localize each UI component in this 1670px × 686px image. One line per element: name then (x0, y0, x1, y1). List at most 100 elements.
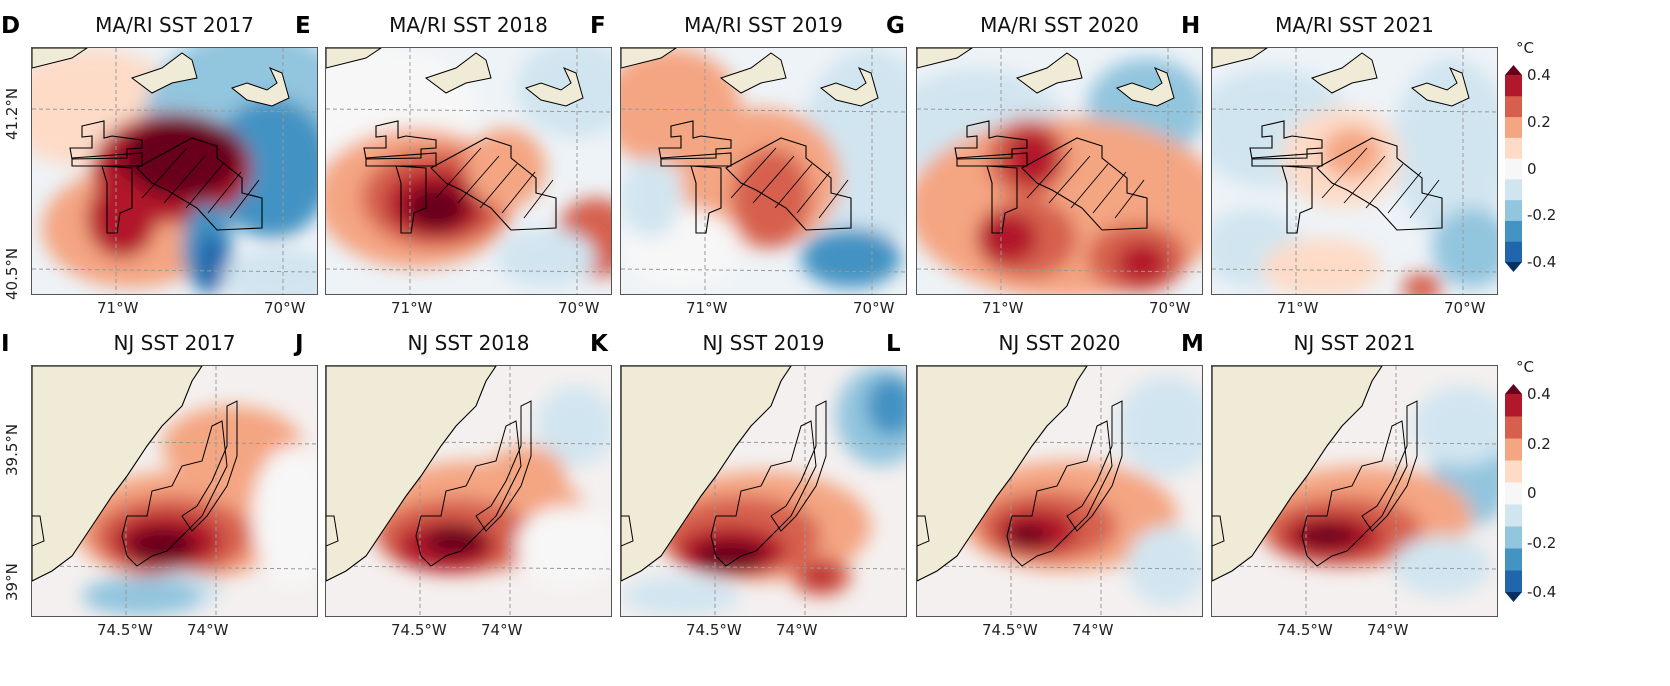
colorbar-segment (1505, 394, 1522, 417)
coastline-land (1310, 52, 1378, 94)
anomaly-contour (1005, 524, 1049, 548)
anomaly-contour (1432, 208, 1497, 288)
sst-field (621, 48, 906, 294)
colorbar-tick-label: -0.4 (1527, 583, 1557, 601)
anomaly-contour (1117, 243, 1167, 283)
colorbar-segment (1505, 178, 1522, 201)
anomaly-contour (486, 446, 566, 506)
panel-title: NJ SST 2018 (407, 331, 530, 355)
anomaly-contour (536, 386, 611, 466)
coastline-land (326, 48, 382, 69)
colorbar-segment (1505, 504, 1522, 527)
sst-anomaly-map (325, 365, 612, 617)
x-tick-label: 74.5°W (1277, 621, 1333, 639)
wind-energy-area-outline (69, 120, 263, 234)
map-panel-i: I NJ SST 2017 74.5°W 74°W 39.5°N 39°N (1, 331, 318, 639)
colorbar-tick-label: 0 (1527, 484, 1537, 502)
coastline-land (130, 52, 198, 94)
x-tick-label: 74.5°W (982, 621, 1038, 639)
wind-energy-area-outline (1301, 400, 1418, 567)
wind-energy-area-outline (121, 400, 238, 567)
coastline-land (1410, 67, 1470, 107)
x-tick-label: 74.5°W (97, 621, 153, 639)
panel-title: NJ SST 2017 (113, 331, 236, 355)
panel-letter: G (886, 13, 905, 39)
panel-title: MA/RI SST 2019 (684, 13, 843, 37)
sst-field (32, 48, 317, 294)
coastline-land (1115, 67, 1175, 107)
map-panel-e: E MA/RI SST 2018 71°W 70°W (295, 13, 612, 317)
anomaly-contour (866, 376, 906, 436)
anomaly-contour (806, 566, 836, 586)
sst-anomaly-map (916, 47, 1203, 295)
coastline-land (819, 67, 879, 107)
panel-letter: H (1181, 13, 1201, 39)
x-tick-label: 71°W (391, 299, 433, 317)
anomaly-contour (222, 248, 317, 294)
coastline-land (1212, 48, 1268, 69)
anomaly-contour (621, 576, 741, 616)
colorbar-segment (1505, 570, 1522, 593)
panel-title: MA/RI SST 2021 (1275, 13, 1434, 37)
map-panel-m: M NJ SST 2021 74.5°W 74°W (1181, 331, 1498, 639)
anomaly-contour (406, 186, 466, 230)
colorbar-segment (1505, 460, 1522, 483)
x-tick-label: 74°W (187, 621, 229, 639)
colorbar-unit: °C (1516, 39, 1534, 57)
map-panel-j: J NJ SST 2018 74.5°W 74°W (295, 331, 612, 639)
panel-title: MA/RI SST 2017 (95, 13, 254, 37)
anomaly-contour (426, 526, 486, 556)
coastline-land (621, 366, 792, 582)
anomaly-contour (87, 178, 157, 258)
wind-energy-area-outline (710, 400, 827, 567)
colorbar-tick-label: 0.4 (1527, 66, 1551, 84)
wind-energy-area-outline (363, 120, 557, 234)
colorbar-unit: °C (1516, 358, 1534, 376)
colorbar-segment (1505, 158, 1522, 180)
anomaly-contour (197, 233, 227, 293)
anomaly-contour (621, 158, 681, 238)
map-panel-h: H MA/RI SST 2021 71°W 70°W (1181, 13, 1498, 317)
y-tick-label: 39.5°N (3, 423, 21, 476)
colorbar-tick-label: -0.2 (1527, 206, 1557, 225)
sst-field (326, 48, 611, 294)
wind-energy-area-outline (415, 400, 532, 567)
colorbar-tick-label: 0 (1527, 159, 1537, 178)
colorbar (1505, 65, 1522, 272)
sst-field (917, 48, 1202, 294)
x-tick-label: 70°W (1149, 299, 1191, 317)
panel-letter: E (295, 13, 311, 39)
x-tick-label: 71°W (97, 299, 139, 317)
map-panel-k: K NJ SST 2019 74.5°W 74°W (590, 331, 907, 639)
anomaly-contour (1262, 238, 1382, 294)
x-tick-label: 74.5°W (391, 621, 447, 639)
anomaly-contour (252, 446, 317, 586)
coastline-land (524, 67, 584, 107)
panel-letter: F (590, 13, 606, 39)
x-tick-label: 74°W (1367, 621, 1409, 639)
anomaly-contour (1402, 273, 1442, 294)
anomaly-contour (801, 228, 901, 288)
colorbar-segment (1505, 95, 1522, 118)
x-tick-label: 74°W (481, 621, 523, 639)
anomaly-contour (731, 148, 811, 248)
colorbar-segment (1505, 75, 1522, 97)
sst-anomaly-map (916, 365, 1203, 617)
colorbar-segment (1505, 548, 1522, 571)
anomaly-contour (1322, 128, 1382, 178)
x-tick-label: 70°W (1444, 299, 1486, 317)
coastline-land (1015, 52, 1083, 94)
colorbar-segment (1505, 241, 1522, 263)
y-tick-label: 40.5°N (3, 247, 21, 300)
colorbar-segment (1505, 116, 1522, 138)
panel-title: MA/RI SST 2018 (389, 13, 548, 37)
coastline-land (1212, 366, 1383, 582)
coastline-land (326, 366, 497, 582)
coastline-land (621, 48, 677, 69)
colorbar-tick-label: 0.2 (1527, 434, 1551, 453)
sst-field (621, 366, 906, 616)
colorbar-segment (1505, 416, 1522, 439)
colorbar-tick-label: 0.2 (1527, 112, 1551, 131)
anomaly-contour (1297, 524, 1357, 548)
